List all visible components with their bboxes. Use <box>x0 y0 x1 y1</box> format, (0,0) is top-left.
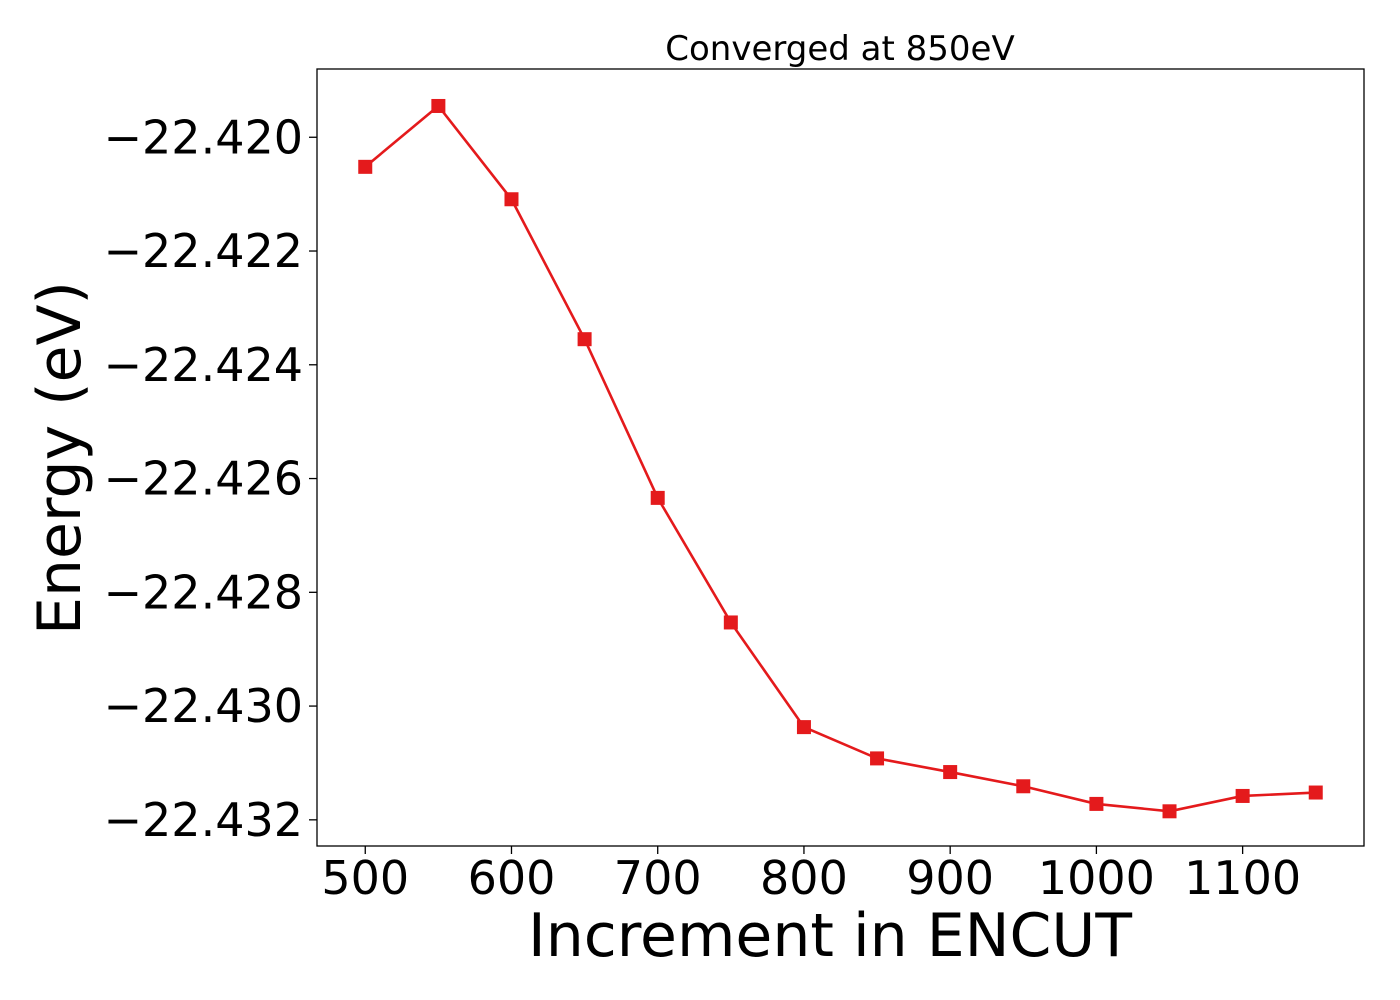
data-point <box>650 490 665 505</box>
y-tick-label: −22.430 <box>104 679 304 733</box>
data-point <box>796 720 811 735</box>
y-tick-label: −22.432 <box>104 793 304 847</box>
y-tick-label: −22.420 <box>104 110 304 164</box>
data-point <box>504 192 519 207</box>
series-layer <box>358 98 1323 819</box>
data-point <box>1089 796 1104 811</box>
chart-title: Converged at 850eV <box>665 29 1014 69</box>
x-axis-ticks: 500 600 700 800 900 1000 1100 <box>321 846 1301 905</box>
data-point <box>1308 785 1323 800</box>
data-point <box>358 159 373 174</box>
y-tick-label: −22.424 <box>104 338 304 392</box>
x-axis-label: Increment in ENCUT <box>528 901 1132 971</box>
data-point <box>943 765 958 780</box>
plot-area-frame <box>316 68 1365 847</box>
data-point <box>431 98 446 113</box>
data-point <box>1016 779 1031 794</box>
data-point <box>1235 788 1250 803</box>
x-tick-label: 500 <box>321 851 409 905</box>
data-point <box>870 751 885 766</box>
data-point <box>577 332 592 347</box>
y-axis-label: Energy (eV) <box>25 281 95 635</box>
y-tick-label: −22.428 <box>104 565 304 619</box>
x-tick-label: 700 <box>614 851 702 905</box>
data-point <box>1162 804 1177 819</box>
x-tick-label: 800 <box>760 851 848 905</box>
y-tick-label: −22.426 <box>104 452 304 506</box>
data-point <box>723 615 738 630</box>
y-axis-ticks: −22.420 −22.422 −22.424 −22.426 −22.428 −22.4… <box>104 110 317 847</box>
y-tick-label: −22.422 <box>104 224 304 278</box>
x-tick-label: 1100 <box>1184 851 1301 905</box>
series-line <box>364 104 1316 813</box>
x-tick-label: 900 <box>906 851 994 905</box>
x-tick-label: 600 <box>468 851 556 905</box>
x-tick-label: 1000 <box>1038 851 1155 905</box>
